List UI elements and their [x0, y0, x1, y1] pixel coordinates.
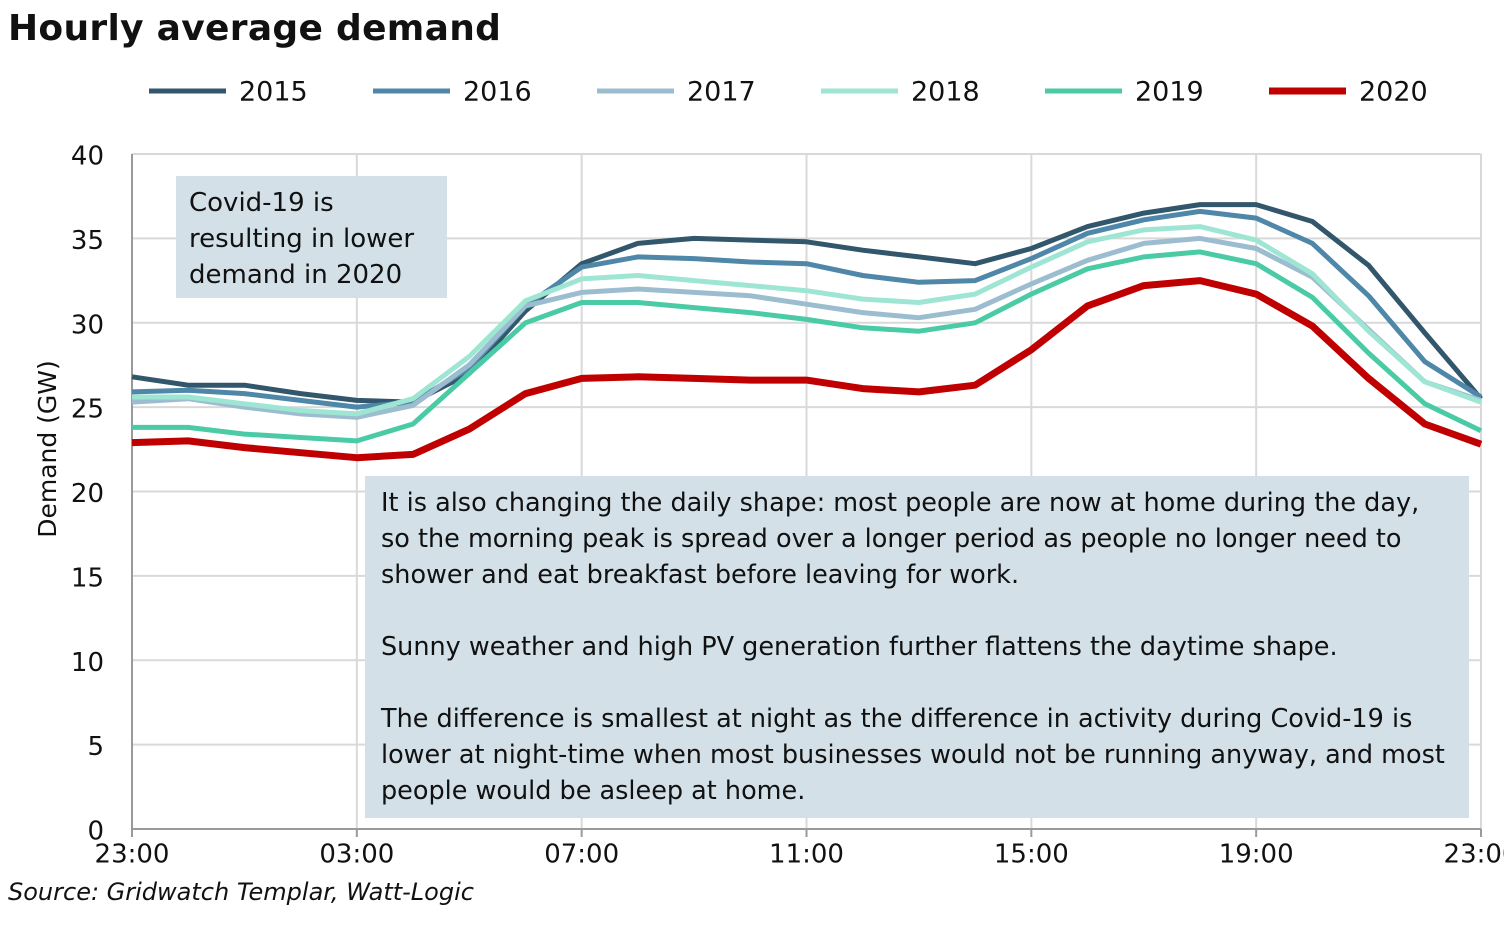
annotation-daily-shape: It is also changing the daily shape: mos… — [365, 476, 1469, 818]
series-line-2020 — [131, 277, 1483, 462]
y-tick-label-20: 20 — [71, 479, 104, 509]
chart-title: Hourly average demand — [8, 8, 502, 49]
legend-label-2019: 2019 — [1135, 77, 1204, 108]
y-tick-label-40: 40 — [71, 142, 104, 172]
annotation-shape-paragraph-1: It is also changing the daily shape: mos… — [381, 488, 1420, 590]
x-tick-label-5: 19:00 — [1219, 840, 1294, 870]
annotation-shape-paragraph-3: The difference is smallest at night as t… — [381, 704, 1445, 806]
y-axis-label: Demand (GW) — [33, 360, 62, 538]
chart-source: Source: Gridwatch Templar, Watt-Logic — [8, 878, 474, 906]
x-tick-label-2: 07:00 — [544, 840, 619, 870]
legend-label-2018: 2018 — [911, 77, 980, 108]
legend-label-2017: 2017 — [687, 77, 756, 108]
x-tick-label-1: 03:00 — [319, 840, 394, 870]
x-tick-label-6: 23:00 — [1444, 840, 1504, 870]
y-tick-label-10: 10 — [71, 648, 104, 678]
y-tick-label-15: 15 — [71, 563, 104, 593]
legend-label-2015: 2015 — [239, 77, 308, 108]
series-line-2017 — [131, 235, 1482, 420]
x-tick-label-0: 23:00 — [95, 840, 170, 870]
series-line-2018 — [132, 224, 1482, 417]
x-tick-labels: 23:00 03:00 07:00 11:00 15:00 19:00 23:00 — [95, 840, 1504, 870]
annotation-covid-lower-demand: Covid-19 is resulting in lower demand in… — [176, 176, 447, 298]
series-lines — [131, 202, 1483, 462]
annotation-shape-paragraph-2: Sunny weather and high PV generation fur… — [381, 632, 1338, 662]
legend: 2015 2016 2017 2018 2019 2020 — [149, 77, 1428, 108]
y-tick-labels: 0 5 10 15 20 25 30 35 40 — [71, 142, 104, 847]
y-tick-label-0: 0 — [87, 817, 104, 847]
legend-label-2020: 2020 — [1359, 77, 1428, 108]
y-tick-label-30: 30 — [71, 310, 104, 340]
x-tick-label-4: 15:00 — [994, 840, 1069, 870]
annotation-covid-text: Covid-19 is resulting in lower demand in… — [189, 188, 415, 290]
series-line-2016 — [131, 208, 1483, 410]
series-line-2019 — [132, 249, 1483, 444]
axes — [131, 154, 1482, 837]
series-line-2015 — [131, 202, 1483, 405]
y-tick-label-25: 25 — [71, 395, 104, 425]
y-tick-label-5: 5 — [87, 732, 104, 762]
y-tick-label-35: 35 — [71, 226, 104, 256]
x-tick-label-3: 11:00 — [769, 840, 844, 870]
legend-label-2016: 2016 — [463, 77, 532, 108]
